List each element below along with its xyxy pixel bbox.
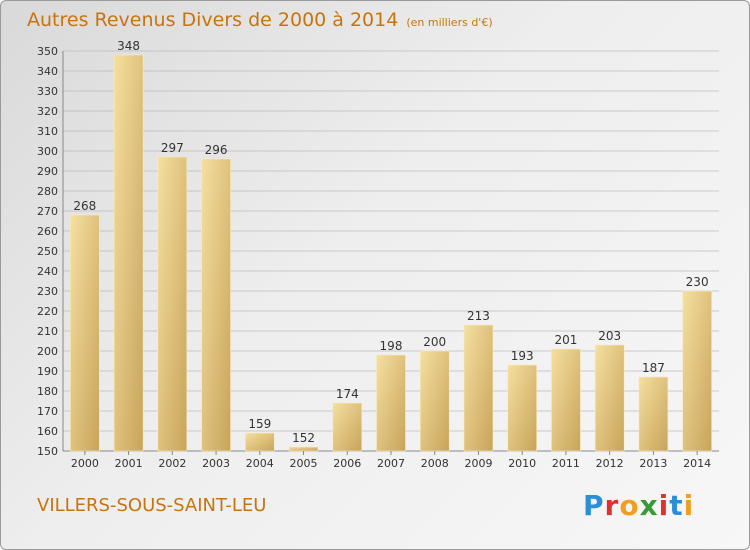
bar <box>682 290 712 452</box>
data-label: 152 <box>292 431 315 445</box>
y-tick-label: 210 <box>37 325 58 338</box>
y-tick-label: 250 <box>37 245 58 258</box>
data-label: 213 <box>467 309 490 323</box>
x-tick-label: 2001 <box>115 457 143 470</box>
data-label: 193 <box>511 349 534 363</box>
x-tick-label: 2004 <box>246 457 274 470</box>
data-label: 297 <box>161 141 184 155</box>
data-label: 203 <box>598 329 621 343</box>
x-tick-label: 2011 <box>552 457 580 470</box>
data-label: 187 <box>642 361 665 375</box>
bar <box>419 350 450 452</box>
logo-letter: P <box>583 489 605 522</box>
chart-unit: (en milliers d'€) <box>406 16 493 29</box>
y-tick-label: 160 <box>37 425 58 438</box>
y-tick-label: 330 <box>37 85 58 98</box>
chart-title-text: Autres Revenus Divers de 2000 à 2014 <box>27 9 399 31</box>
x-tick-label: 2007 <box>377 457 405 470</box>
bar <box>638 376 669 452</box>
x-tick-label: 2014 <box>683 457 711 470</box>
y-tick-label: 320 <box>37 105 58 118</box>
bar <box>245 432 275 452</box>
logo-letter: x <box>639 489 659 522</box>
x-tick-label: 2000 <box>71 457 99 470</box>
data-label: 200 <box>423 335 446 349</box>
data-label: 201 <box>554 333 577 347</box>
y-tick-label: 190 <box>37 365 58 378</box>
y-tick-label: 240 <box>37 265 58 278</box>
data-label: 174 <box>336 387 359 401</box>
y-tick-label: 280 <box>37 185 58 198</box>
y-tick-label: 170 <box>37 405 58 418</box>
y-tick-label: 230 <box>37 285 58 298</box>
y-tick-label: 200 <box>37 345 58 358</box>
bar <box>507 364 538 452</box>
data-label: 348 <box>117 39 140 53</box>
bar <box>288 446 319 452</box>
x-tick-label: 2010 <box>508 457 536 470</box>
y-tick-label: 270 <box>37 205 58 218</box>
bar <box>376 354 406 452</box>
logo-letter: i <box>683 489 695 522</box>
x-tick-label: 2009 <box>464 457 492 470</box>
bar <box>201 158 231 452</box>
y-tick-label: 300 <box>37 145 58 158</box>
proxiti-logo[interactable]: Proxiti <box>583 489 694 522</box>
y-tick-label: 350 <box>37 45 58 58</box>
logo-letter: o <box>619 489 640 522</box>
y-tick-label: 180 <box>37 385 58 398</box>
bar <box>70 214 100 452</box>
bar <box>463 324 494 452</box>
logo-letter: r <box>604 489 620 522</box>
data-label: 159 <box>248 417 271 431</box>
logo-letter: i <box>658 489 670 522</box>
bar <box>332 402 363 452</box>
data-label: 268 <box>73 199 96 213</box>
x-tick-label: 2012 <box>596 457 624 470</box>
x-tick-label: 2005 <box>290 457 318 470</box>
logo-letter: t <box>669 489 684 522</box>
x-tick-label: 2008 <box>421 457 449 470</box>
data-label: 198 <box>380 339 403 353</box>
x-tick-label: 2003 <box>202 457 230 470</box>
bar <box>157 156 188 452</box>
y-tick-label: 150 <box>37 445 58 458</box>
y-tick-label: 340 <box>37 65 58 78</box>
bar <box>551 348 581 452</box>
bar <box>594 344 625 452</box>
x-tick-label: 2013 <box>639 457 667 470</box>
y-tick-label: 310 <box>37 125 58 138</box>
x-tick-label: 2002 <box>158 457 186 470</box>
chart-title: Autres Revenus Divers de 2000 à 2014 (en … <box>27 9 493 31</box>
bar <box>113 54 144 452</box>
data-label: 296 <box>205 143 228 157</box>
y-tick-label: 220 <box>37 305 58 318</box>
commune-name: VILLERS-SOUS-SAINT-LEU <box>37 495 267 516</box>
y-tick-label: 290 <box>37 165 58 178</box>
data-label: 230 <box>686 275 709 289</box>
y-tick-label: 260 <box>37 225 58 238</box>
x-tick-label: 2006 <box>333 457 361 470</box>
